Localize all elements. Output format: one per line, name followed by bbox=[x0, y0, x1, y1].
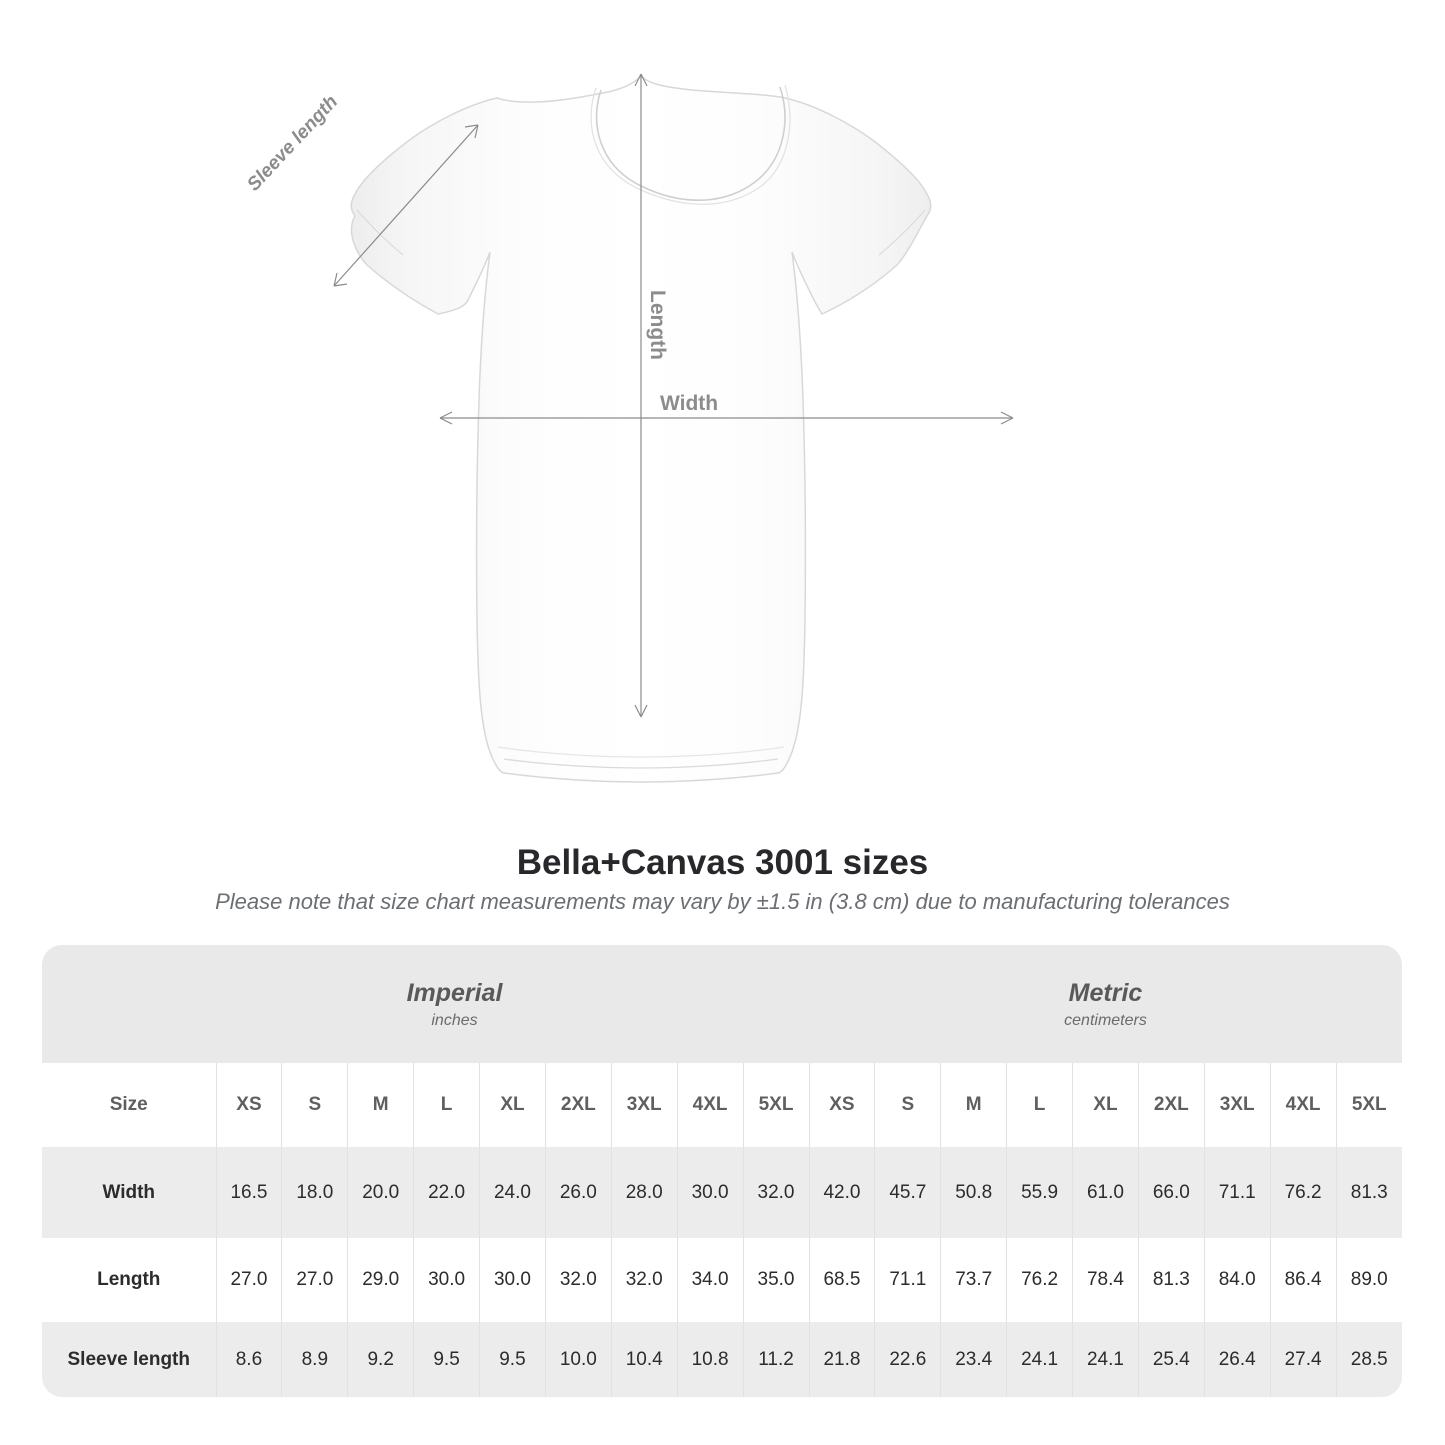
svg-text:Width: Width bbox=[660, 392, 718, 415]
svg-text:Sleeve length: Sleeve length bbox=[243, 91, 342, 195]
svg-text:Length: Length bbox=[646, 290, 669, 360]
